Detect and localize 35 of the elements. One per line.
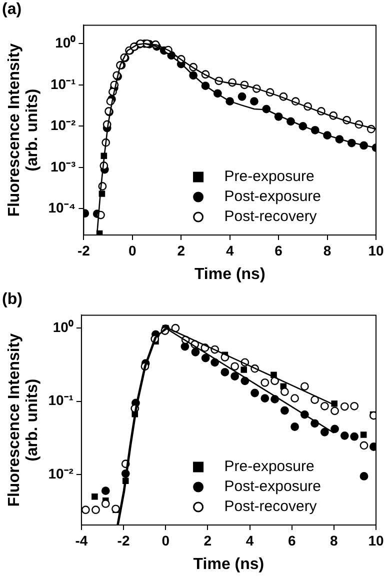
x-tick-label: 4 bbox=[226, 242, 234, 258]
x-tick-label: 4 bbox=[246, 532, 254, 548]
y-tick-label: 10⁻¹ bbox=[50, 76, 76, 92]
x-tick-label: 0 bbox=[128, 242, 137, 258]
x-tick-label: 8 bbox=[330, 532, 338, 548]
x-axis-title: Time (ns) bbox=[194, 266, 266, 283]
y-tick-label: 10⁻² bbox=[50, 117, 76, 134]
chart-title: (b) bbox=[2, 291, 22, 308]
y-tick-label: 10⁻⁴ bbox=[48, 200, 76, 216]
legend-label: Post-recovery bbox=[224, 498, 318, 516]
x-tick-label: 6 bbox=[288, 532, 296, 548]
x-tick-label: 6 bbox=[274, 242, 283, 258]
x-tick-label: 2 bbox=[204, 532, 212, 548]
y-axis-title: Fluorescence Intensity (arb. units) bbox=[6, 43, 41, 217]
legend-label: Post-recovery bbox=[224, 208, 318, 226]
x-tick-label: 10 bbox=[368, 242, 384, 258]
x-tick-label: 8 bbox=[323, 242, 332, 258]
legend-label: Post-exposure bbox=[224, 478, 321, 496]
x-tick-label: -2 bbox=[117, 532, 130, 548]
x-tick-label: -4 bbox=[75, 532, 88, 548]
y-axis-title: Fluorescence Intensity (arb. units) bbox=[6, 333, 41, 507]
legend-label: Post-exposure bbox=[224, 188, 321, 206]
y-tick-label: 10⁰ bbox=[55, 34, 76, 51]
legend-label: Pre-exposure bbox=[224, 168, 314, 186]
y-tick-label: 10⁻¹ bbox=[48, 392, 74, 408]
y-tick-label: 10⁻² bbox=[48, 465, 74, 482]
legend-label: Pre-exposure bbox=[224, 458, 314, 476]
x-tick-label: 0 bbox=[162, 532, 170, 548]
x-tick-label: 2 bbox=[177, 242, 186, 258]
chart-title: (a) bbox=[2, 1, 22, 18]
y-tick-label: 10⁻³ bbox=[50, 158, 76, 174]
x-tick-label: -2 bbox=[77, 242, 90, 258]
x-tick-label: 10 bbox=[368, 532, 384, 548]
y-tick-label: 10⁰ bbox=[52, 318, 74, 335]
x-axis-title: Time (ns) bbox=[193, 556, 264, 573]
